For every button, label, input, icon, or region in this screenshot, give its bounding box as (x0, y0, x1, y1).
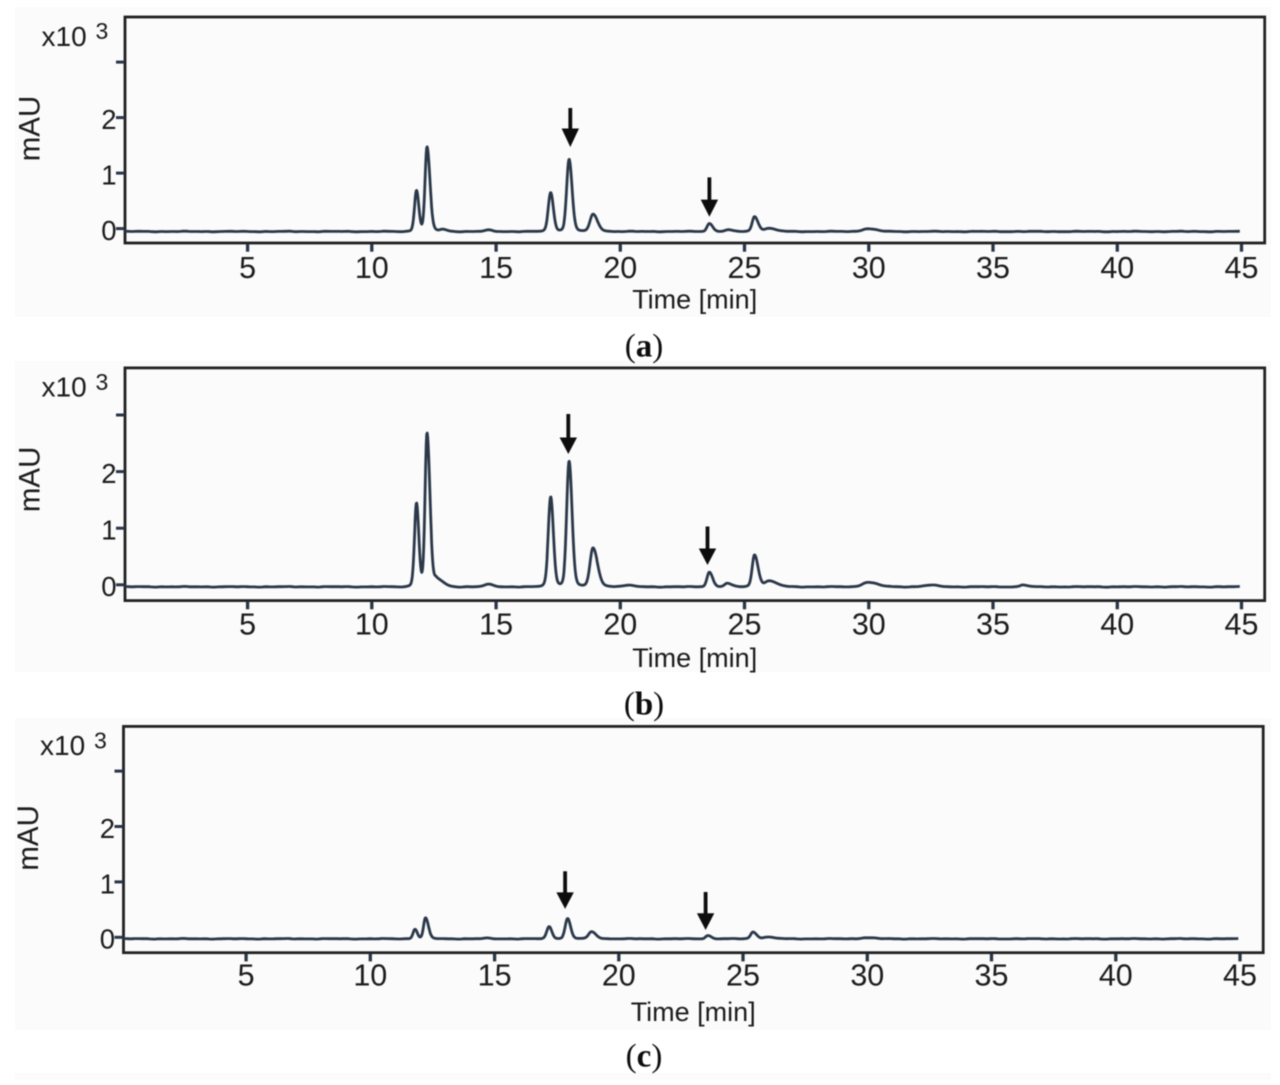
svg-text:3: 3 (96, 369, 109, 395)
svg-text:15: 15 (479, 608, 513, 642)
svg-text:35: 35 (975, 959, 1009, 993)
svg-text:x10: x10 (42, 372, 87, 403)
svg-text:40: 40 (1099, 959, 1133, 993)
svg-text:(c): (c) (626, 1038, 663, 1074)
svg-text:(b): (b) (624, 687, 664, 723)
svg-text:25: 25 (728, 251, 762, 285)
svg-text:35: 35 (976, 251, 1010, 285)
svg-text:1: 1 (101, 515, 116, 546)
svg-text:45: 45 (1223, 959, 1257, 993)
svg-text:Time [min]: Time [min] (631, 997, 756, 1027)
svg-text:Time [min]: Time [min] (632, 643, 757, 673)
svg-text:3: 3 (94, 727, 107, 753)
svg-text:1: 1 (101, 160, 116, 191)
svg-text:10: 10 (353, 959, 387, 993)
svg-text:5: 5 (239, 251, 256, 285)
svg-text:30: 30 (850, 959, 884, 993)
svg-text:30: 30 (852, 251, 886, 285)
svg-text:mAU: mAU (13, 96, 46, 162)
svg-text:0: 0 (100, 924, 115, 955)
svg-text:5: 5 (238, 959, 255, 993)
svg-text:10: 10 (355, 251, 389, 285)
svg-text:30: 30 (852, 608, 886, 642)
svg-text:mAU: mAU (13, 447, 46, 513)
svg-text:0: 0 (101, 571, 116, 602)
svg-text:25: 25 (726, 959, 760, 993)
svg-text:45: 45 (1225, 251, 1259, 285)
svg-text:10: 10 (355, 608, 389, 642)
svg-text:20: 20 (603, 251, 637, 285)
svg-text:x10: x10 (42, 21, 87, 52)
svg-text:40: 40 (1100, 251, 1134, 285)
svg-text:2: 2 (101, 104, 116, 135)
svg-text:2: 2 (100, 813, 115, 844)
svg-text:35: 35 (976, 608, 1010, 642)
svg-text:25: 25 (728, 608, 762, 642)
svg-text:15: 15 (478, 959, 512, 993)
svg-text:20: 20 (603, 608, 637, 642)
svg-text:45: 45 (1225, 608, 1259, 642)
svg-text:0: 0 (101, 215, 116, 246)
svg-text:5: 5 (239, 608, 256, 642)
svg-text:(a): (a) (625, 329, 664, 365)
svg-text:15: 15 (479, 251, 513, 285)
svg-text:20: 20 (602, 959, 636, 993)
svg-text:Time [min]: Time [min] (632, 284, 757, 314)
svg-text:3: 3 (96, 18, 109, 44)
svg-text:1: 1 (100, 868, 115, 899)
svg-text:2: 2 (101, 458, 116, 489)
svg-text:40: 40 (1100, 608, 1134, 642)
svg-text:mAU: mAU (12, 805, 45, 871)
svg-text:x10: x10 (40, 730, 85, 761)
